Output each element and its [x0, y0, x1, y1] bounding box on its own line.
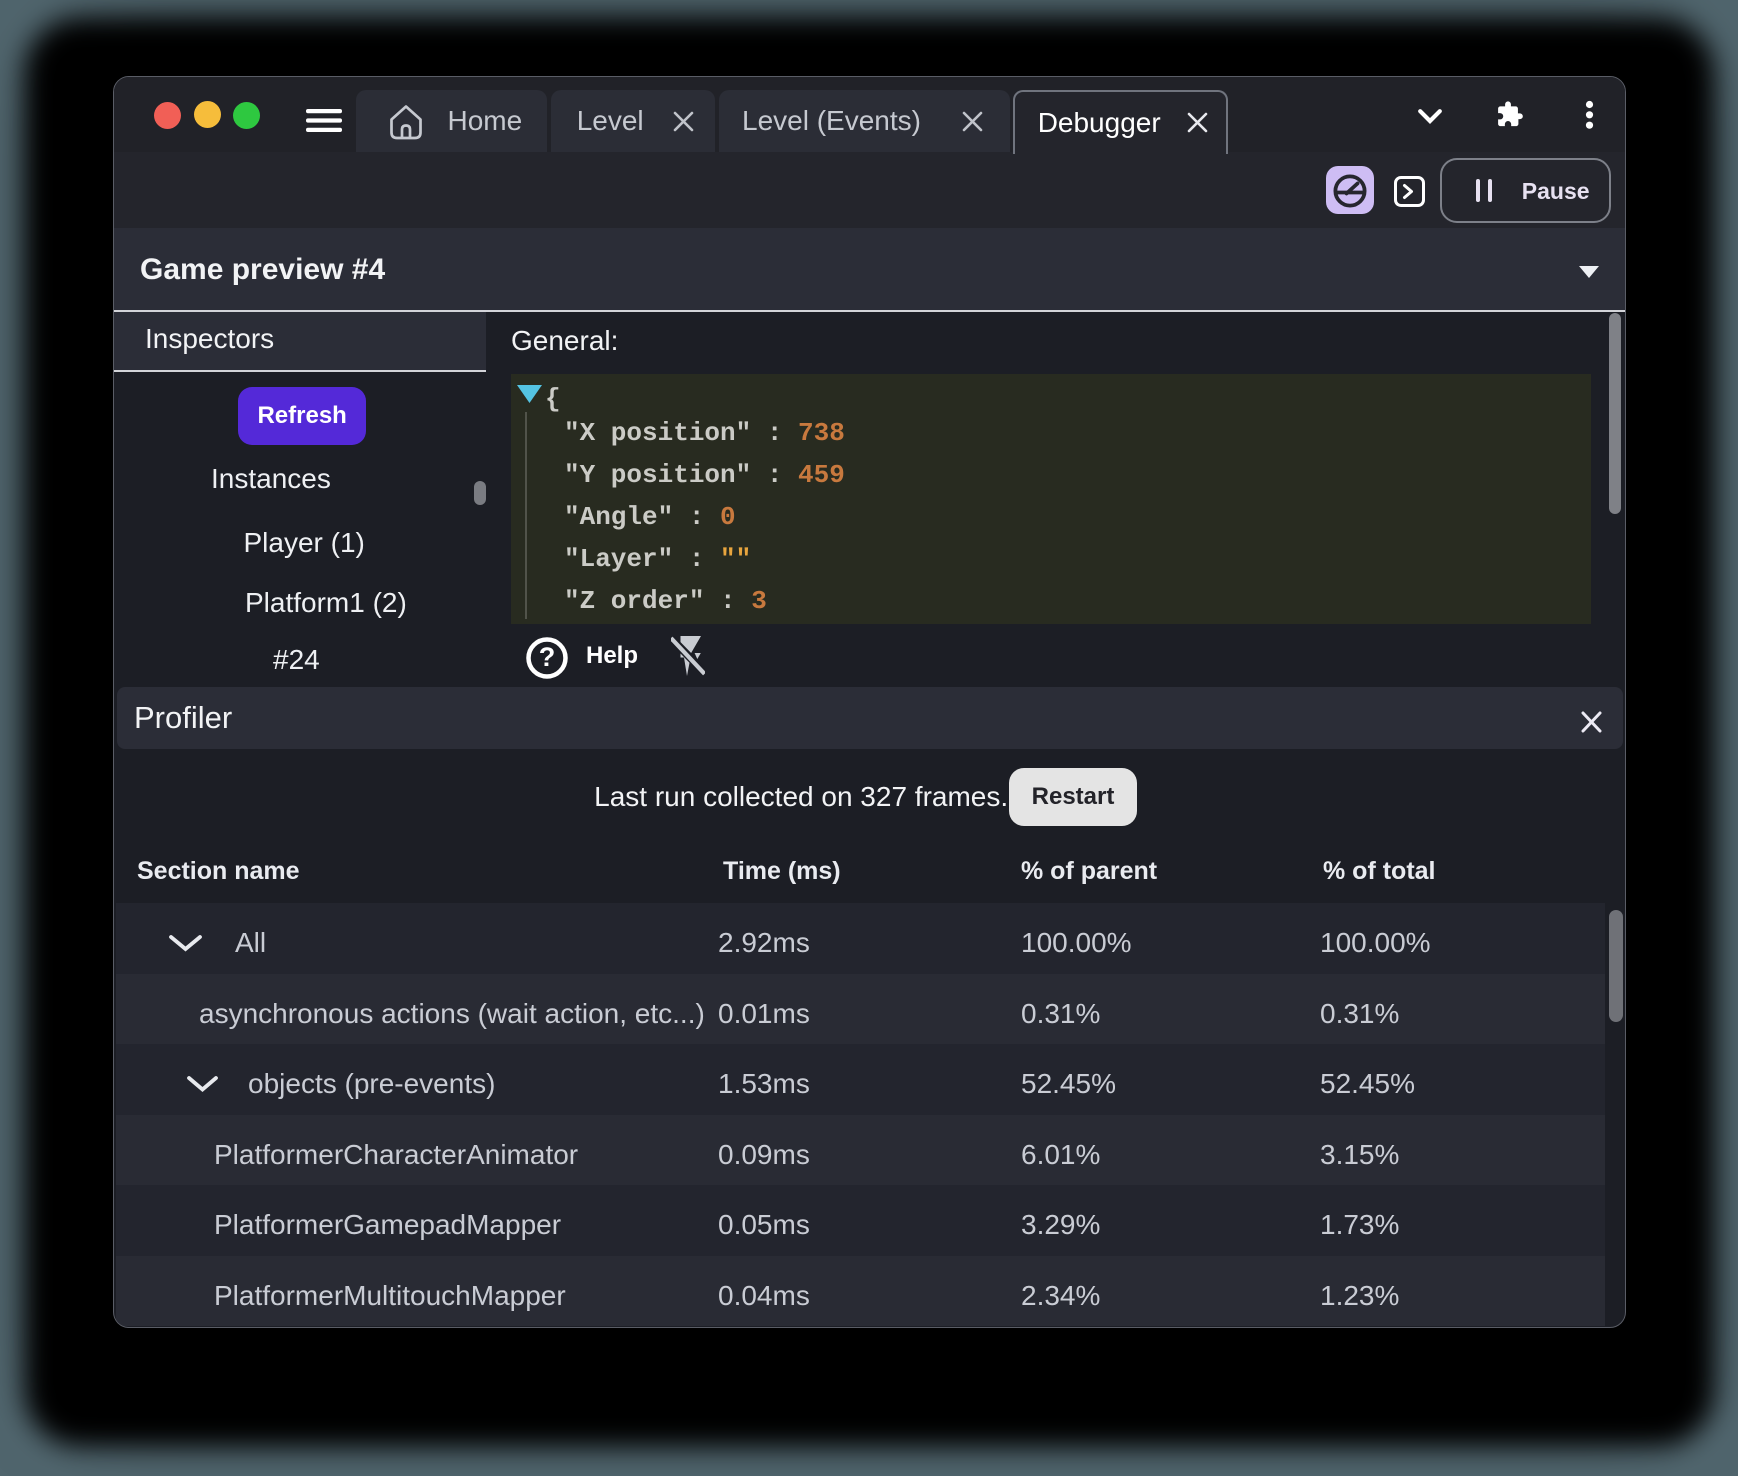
svg-text:?: ?: [538, 642, 555, 672]
